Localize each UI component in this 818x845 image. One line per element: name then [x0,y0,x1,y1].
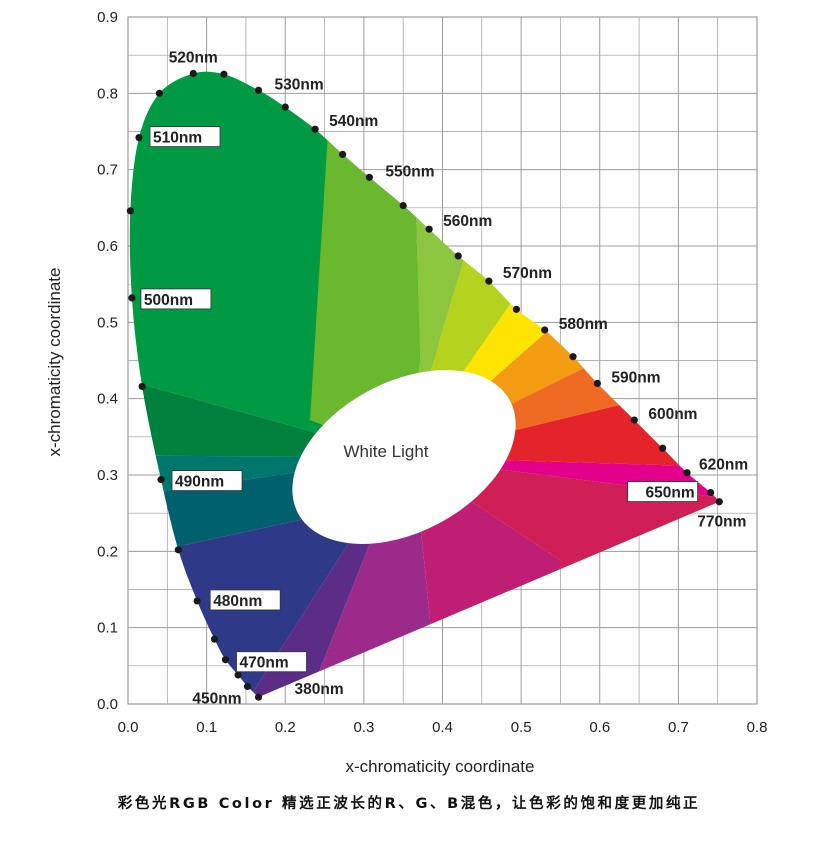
wavelength-label: 770nm [697,514,746,531]
wavelength-label: 580nm [559,316,608,333]
locus-point [193,597,201,605]
wavelength-labels: 520nm 530nm 540nm 550nm 560nm 570nm 580nm 590nm… [140,49,748,707]
wavelength-label-box [627,481,699,502]
wavelength-label: 590nm [611,369,660,386]
white-light-label: White Light [343,442,428,461]
locus-point [311,125,319,133]
locus-point [221,656,230,664]
white-light-region [292,370,516,544]
wavelength-label: 450nm [192,690,241,707]
x-tick-label: 0.3 [353,719,374,736]
wavelength-label: 650nm [645,485,694,502]
wavelength-label: 380nm [295,681,344,698]
caption: 彩色光RGB Color 精选正波长的R、G、B混色，让色彩的饱和度更加纯正 [117,796,701,812]
locus-point [220,70,228,78]
locus-point [365,173,373,181]
wavelength-label: 540nm [329,113,378,130]
locus-point [157,475,165,484]
wavelength-label-box [209,589,281,611]
locus-points [126,69,723,701]
locus-point [485,277,493,285]
wavelength-label-box [236,651,307,673]
y-axis-label: x-chromaticity coordinate [45,268,64,457]
color-region [129,345,404,457]
x-axis-label: x-chromaticity coordinate [346,757,535,776]
wavelength-label: 520nm [169,49,218,66]
axis-ticks: 0.0 0.1 0.2 0.3 0.4 0.5 0.6 0.7 0.8 0.0 0.1 0.2 0.3 0… [97,9,767,736]
x-tick-label: 0.4 [432,719,453,736]
locus-point [155,89,164,97]
locus-point [174,546,182,554]
locus-point [541,326,549,334]
locus-point [593,379,601,387]
x-tick-label: 0.2 [275,719,296,736]
locus-point [715,498,723,506]
wavelength-label: 480nm [213,593,262,610]
locus-point [243,682,252,691]
wavelength-label: 470nm [239,655,288,672]
wavelength-label: 500nm [144,292,193,309]
wavelength-label: 620nm [699,457,748,474]
y-tick-label: 0.2 [97,543,118,560]
locus-point [138,382,146,391]
wavelength-label: 530nm [275,76,324,93]
wavelength-label: 550nm [385,163,434,180]
y-tick-label: 0.0 [97,696,118,713]
color-region [129,457,404,698]
wavelength-label-box [171,470,243,491]
locus-point [339,150,347,158]
locus-point [234,671,242,679]
locus-point [707,488,715,497]
wavelength-label-box [149,126,221,148]
locus-point [126,207,134,215]
x-tick-label: 0.8 [747,719,768,736]
y-tick-label: 0.8 [97,85,118,102]
locus-point [630,416,638,424]
locus-point [454,252,462,260]
wavelength-label-box [140,288,212,310]
x-tick-label: 0.5 [511,719,532,736]
y-tick-label: 0.3 [97,467,118,484]
x-tick-label: 0.7 [668,719,689,736]
y-tick-label: 0.1 [97,620,118,637]
wavelength-label: 490nm [175,474,224,491]
locus-point [512,305,521,313]
locus-point [281,103,289,111]
wavelength-label: 560nm [443,213,492,230]
x-tick-label: 0.1 [196,719,217,736]
locus-point [128,294,136,302]
y-tick-label: 0.4 [97,391,118,408]
x-tick-label: 0.0 [118,719,139,736]
x-tick-label: 0.6 [589,719,610,736]
locus-point [210,635,219,643]
wavelength-label: 510nm [153,130,202,147]
y-tick-label: 0.7 [97,162,118,179]
locus-point [659,444,667,452]
locus-point [399,201,407,210]
y-tick-label: 0.9 [97,9,118,26]
locus-point [425,225,433,233]
locus-point [135,134,143,142]
locus-point [254,86,263,94]
wavelength-label: 600nm [648,406,697,423]
locus-point [254,693,263,701]
y-tick-label: 0.6 [97,238,118,255]
locus-point [683,469,691,477]
locus-point [569,353,577,361]
y-tick-label: 0.5 [97,314,118,331]
wavelength-label: 570nm [503,265,552,282]
locus-point [189,69,197,78]
